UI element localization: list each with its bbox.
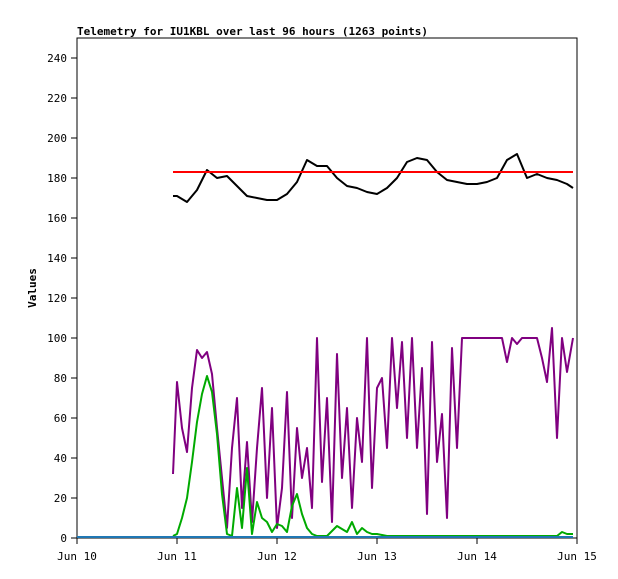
chart-title: Telemetry for IU1KBL over last 96 hours …	[77, 25, 428, 38]
x-tick-label: Jun 13	[357, 550, 397, 563]
series-layer	[77, 153, 574, 538]
y-tick-label: 60	[54, 412, 67, 425]
series-line-2	[172, 327, 574, 529]
y-tick-label: 40	[54, 452, 67, 465]
x-tick-label: Jun 10	[57, 550, 97, 563]
y-tick-label: 180	[47, 172, 67, 185]
series-line-0	[173, 153, 574, 203]
y-tick-label: 140	[47, 252, 67, 265]
y-tick-label: 220	[47, 92, 67, 105]
x-tick-label: Jun 14	[457, 550, 497, 563]
y-tick-label: 80	[54, 372, 67, 385]
y-tick-label: 100	[47, 332, 67, 345]
y-axis-label: Values	[26, 268, 39, 308]
x-axis: Jun 10 Jun 11 Jun 12 Jun 13 Jun 14 Jun 15	[57, 538, 597, 563]
y-tick-label: 240	[47, 52, 67, 65]
y-tick-label: 0	[60, 532, 67, 545]
x-tick-label: Jun 12	[257, 550, 297, 563]
y-tick-label: 20	[54, 492, 67, 505]
x-tick-label: Jun 11	[157, 550, 197, 563]
y-tick-label: 160	[47, 212, 67, 225]
y-tick-label: 200	[47, 132, 67, 145]
y-axis: 0 20 40 60 80 100 120 140 160 180 200 220 240	[47, 52, 77, 545]
x-tick-label: Jun 15	[557, 550, 597, 563]
y-tick-label: 120	[47, 292, 67, 305]
plot-area-frame	[76, 37, 578, 539]
